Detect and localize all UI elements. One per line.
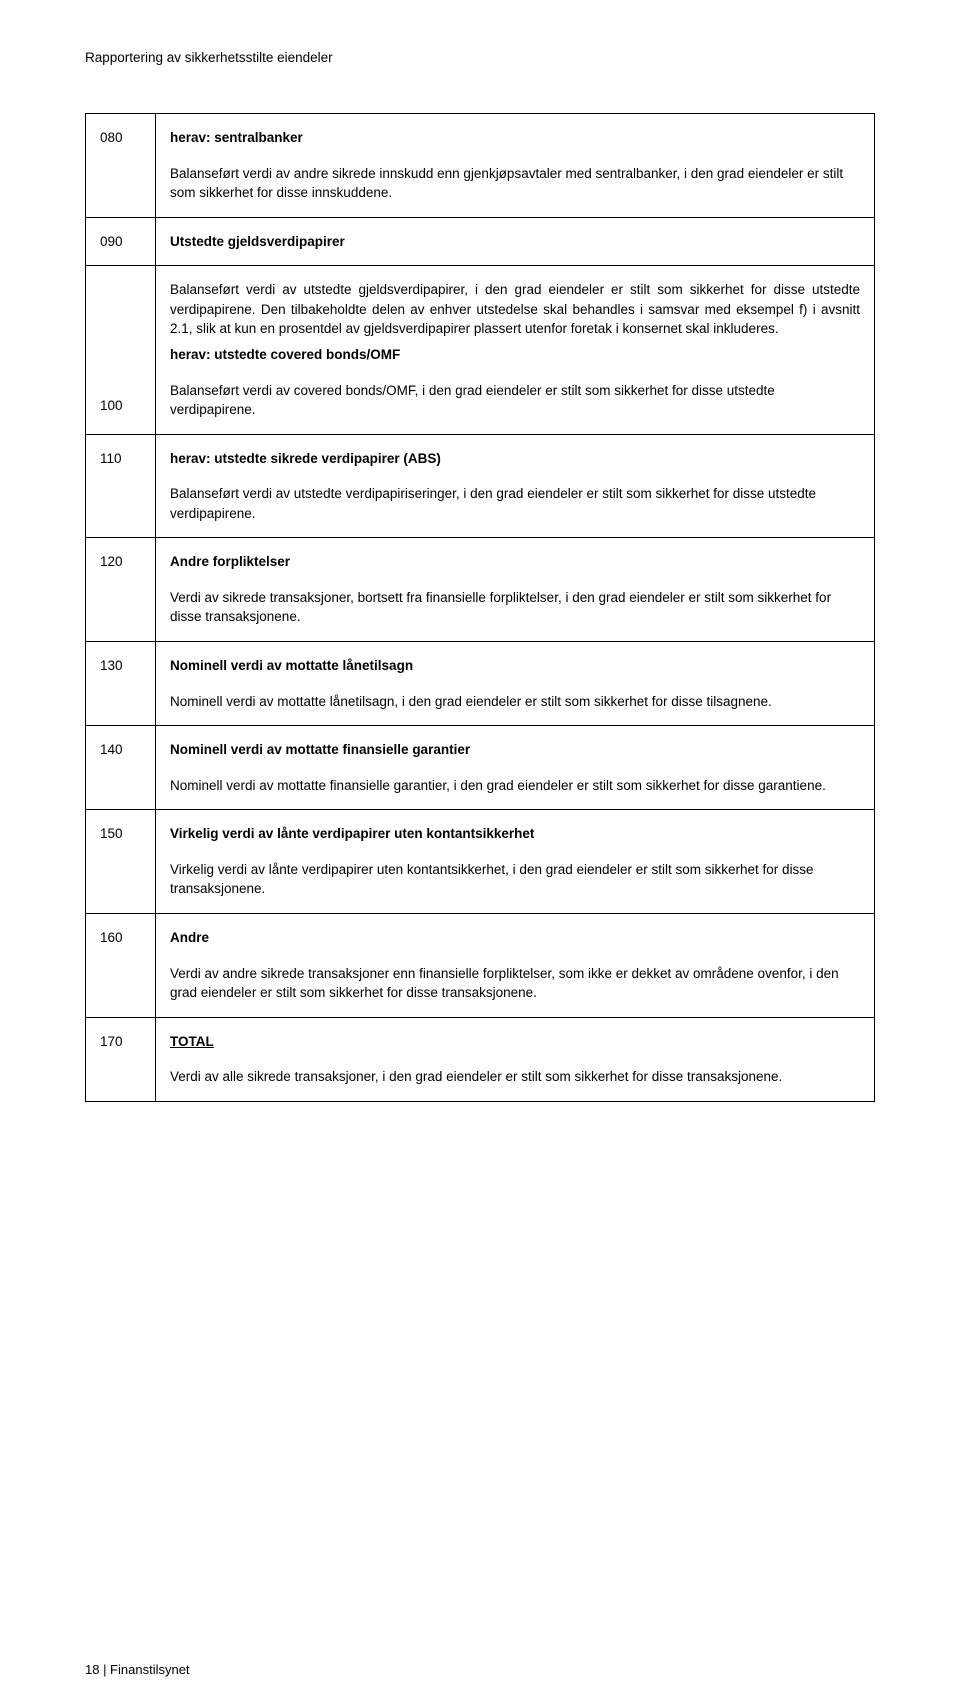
- row-content: Utstedte gjeldsverdipapirer: [156, 217, 875, 266]
- row-content: Virkelig verdi av lånte verdipapirer ute…: [156, 810, 875, 914]
- row-code: 110: [86, 434, 156, 538]
- row-code: 120: [86, 538, 156, 642]
- table-row: 120 Andre forpliktelser Verdi av sikrede…: [86, 538, 875, 642]
- row-code: 080: [86, 114, 156, 218]
- row-paragraph: Balanseført verdi av covered bonds/OMF, …: [170, 381, 860, 420]
- row-code: 150: [86, 810, 156, 914]
- row-title: herav: sentralbanker: [170, 128, 860, 148]
- row-title: Andre: [170, 928, 860, 948]
- row-code: 100: [86, 266, 156, 434]
- table-row: 130 Nominell verdi av mottatte lånetilsa…: [86, 642, 875, 726]
- row-code: 130: [86, 642, 156, 726]
- table-row: 150 Virkelig verdi av lånte verdipapirer…: [86, 810, 875, 914]
- row-content: Andre forpliktelser Verdi av sikrede tra…: [156, 538, 875, 642]
- row-paragraph: Nominell verdi av mottatte lånetilsagn, …: [170, 692, 860, 712]
- row-paragraph: Balanseført verdi av andre sikrede innsk…: [170, 164, 860, 203]
- row-title: Utstedte gjeldsverdipapirer: [170, 232, 860, 252]
- row-title: Andre forpliktelser: [170, 552, 860, 572]
- row-title: Nominell verdi av mottatte finansielle g…: [170, 740, 860, 760]
- row-content: TOTAL Verdi av alle sikrede transaksjone…: [156, 1017, 875, 1101]
- row-content: Balanseført verdi av utstedte gjeldsverd…: [156, 266, 875, 434]
- table-row: 160 Andre Verdi av andre sikrede transak…: [86, 913, 875, 1017]
- page-footer: 18 | Finanstilsynet: [85, 1662, 190, 1677]
- row-content: Nominell verdi av mottatte finansielle g…: [156, 726, 875, 810]
- row-content: herav: utstedte sikrede verdipapirer (AB…: [156, 434, 875, 538]
- row-title: Nominell verdi av mottatte lånetilsagn: [170, 656, 860, 676]
- table-row: 140 Nominell verdi av mottatte finansiel…: [86, 726, 875, 810]
- row-content: Andre Verdi av andre sikrede transaksjon…: [156, 913, 875, 1017]
- row-paragraph: Verdi av alle sikrede transaksjoner, i d…: [170, 1067, 860, 1087]
- row-paragraph: Verdi av andre sikrede transaksjoner enn…: [170, 964, 860, 1003]
- row-paragraph: Nominell verdi av mottatte finansielle g…: [170, 776, 860, 796]
- row-code: 090: [86, 217, 156, 266]
- row-paragraph: Virkelig verdi av lånte verdipapirer ute…: [170, 860, 860, 899]
- row-title: herav: utstedte covered bonds/OMF: [170, 345, 860, 365]
- row-content: herav: sentralbanker Balanseført verdi a…: [156, 114, 875, 218]
- row-title: herav: utstedte sikrede verdipapirer (AB…: [170, 449, 860, 469]
- table-row: 080 herav: sentralbanker Balanseført ver…: [86, 114, 875, 218]
- row-pretitle-paragraph: Balanseført verdi av utstedte gjeldsverd…: [170, 280, 860, 339]
- row-title: TOTAL: [170, 1032, 860, 1052]
- table-row: 090 Utstedte gjeldsverdipapirer: [86, 217, 875, 266]
- page-header: Rapportering av sikkerhetsstilte eiendel…: [85, 50, 875, 65]
- row-content: Nominell verdi av mottatte lånetilsagn N…: [156, 642, 875, 726]
- row-code: 140: [86, 726, 156, 810]
- table-row: 110 herav: utstedte sikrede verdipapirer…: [86, 434, 875, 538]
- table-row: 100 Balanseført verdi av utstedte gjelds…: [86, 266, 875, 434]
- row-title: Virkelig verdi av lånte verdipapirer ute…: [170, 824, 860, 844]
- document-table: 080 herav: sentralbanker Balanseført ver…: [85, 113, 875, 1102]
- table-row: 170 TOTAL Verdi av alle sikrede transaks…: [86, 1017, 875, 1101]
- row-paragraph: Verdi av sikrede transaksjoner, bortsett…: [170, 588, 860, 627]
- row-code: 160: [86, 913, 156, 1017]
- row-code: 170: [86, 1017, 156, 1101]
- row-paragraph: Balanseført verdi av utstedte verdipapir…: [170, 484, 860, 523]
